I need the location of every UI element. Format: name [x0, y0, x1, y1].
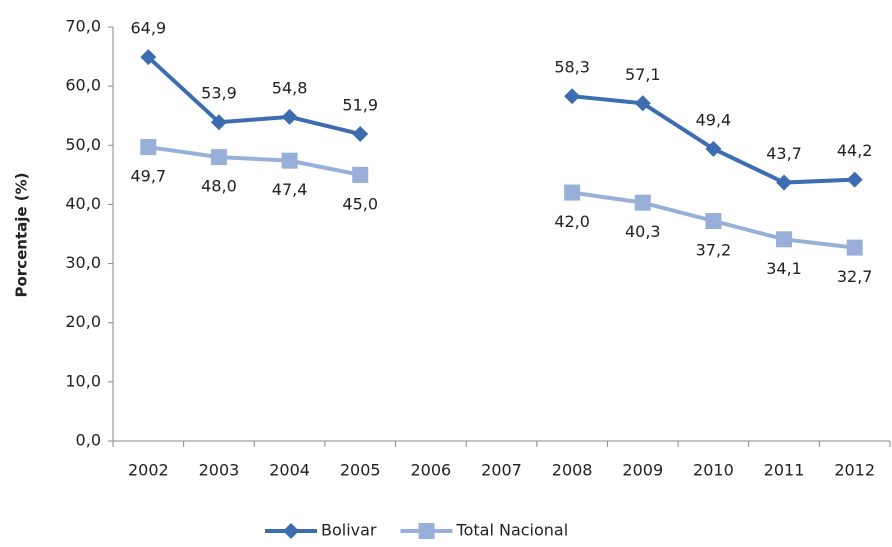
data-label: 49,7 — [131, 167, 167, 186]
data-point — [846, 171, 863, 188]
x-tick-label: 2006 — [411, 461, 452, 480]
data-label: 42,0 — [554, 212, 590, 231]
data-point — [705, 140, 722, 157]
y-tick-label: 70,0 — [65, 17, 101, 36]
data-point — [776, 174, 793, 191]
x-tick-label: 2004 — [269, 461, 310, 480]
data-label: 57,1 — [625, 65, 661, 84]
y-tick-label: 20,0 — [65, 312, 101, 331]
data-point — [352, 166, 369, 183]
data-point — [634, 95, 651, 112]
x-tick-label: 2011 — [764, 461, 805, 480]
x-tick-label: 2009 — [622, 461, 663, 480]
y-tick-label: 40,0 — [65, 194, 101, 213]
data-label: 32,7 — [837, 267, 873, 286]
x-tick-label: 2010 — [693, 461, 734, 480]
data-label: 54,8 — [272, 78, 308, 97]
x-tick-label: 2012 — [834, 461, 875, 480]
series-line — [148, 145, 855, 250]
data-label: 44,2 — [837, 141, 873, 160]
data-label: 43,7 — [766, 144, 802, 163]
y-tick-label: 50,0 — [65, 135, 101, 154]
data-point — [210, 114, 227, 131]
data-label: 47,4 — [272, 180, 308, 199]
data-label: 45,0 — [342, 194, 378, 213]
series-line — [146, 55, 855, 185]
data-point — [140, 139, 157, 156]
data-label: 37,2 — [696, 240, 732, 259]
data-point — [140, 49, 157, 66]
data-label: 34,1 — [766, 259, 802, 278]
x-tick-label: 2002 — [128, 461, 169, 480]
data-label: 48,0 — [201, 177, 237, 196]
data-point — [705, 212, 722, 229]
y-tick-label: 10,0 — [65, 371, 101, 390]
data-label: 51,9 — [342, 96, 378, 115]
data-point — [281, 152, 298, 169]
data-point — [846, 239, 863, 256]
legend-marker — [418, 523, 435, 539]
y-tick-label: 0,0 — [76, 431, 101, 450]
data-point — [352, 126, 369, 143]
data-label: 58,3 — [554, 58, 590, 77]
data-point — [210, 149, 227, 166]
data-point — [564, 184, 581, 201]
legend-marker — [283, 523, 299, 539]
data-label: 49,4 — [696, 110, 732, 129]
data-point — [634, 194, 651, 211]
x-tick-label: 2008 — [552, 461, 593, 480]
data-label: 40,3 — [625, 222, 661, 241]
x-tick-label: 2005 — [340, 461, 381, 480]
data-point — [281, 108, 298, 125]
x-tick-label: 2003 — [199, 461, 240, 480]
y-tick-label: 30,0 — [65, 253, 101, 272]
data-label: 53,9 — [201, 84, 237, 103]
y-tick-label: 60,0 — [65, 76, 101, 95]
data-point — [776, 231, 793, 248]
x-tick-label: 2007 — [481, 461, 522, 480]
data-point — [564, 88, 581, 105]
legend-label: Total Nacional — [456, 521, 569, 540]
y-axis-label: Porcentaje (%) — [13, 172, 31, 297]
data-label: 64,9 — [131, 19, 167, 38]
legend-label: Bolivar — [321, 521, 377, 540]
